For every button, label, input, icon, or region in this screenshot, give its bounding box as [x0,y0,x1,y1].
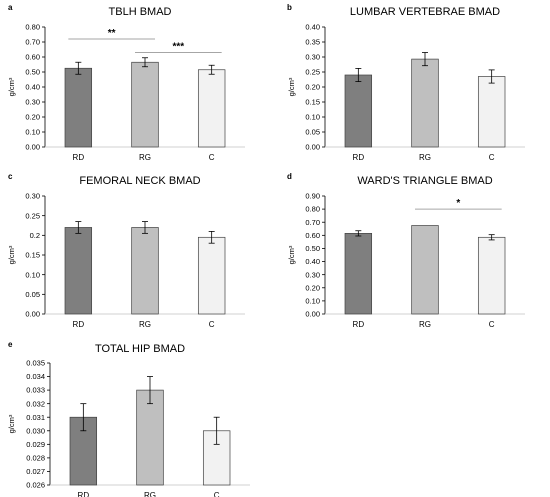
bar-RD [64,67,93,148]
category-label: RG [419,153,431,162]
y-axis-label: g/cm³ [7,77,16,96]
y-tick-label: 0.033 [26,386,45,395]
category-label: C [489,153,495,162]
y-tick-label: 0.032 [26,399,45,408]
category-label: C [489,320,495,329]
y-tick-label: 0.15 [305,98,320,107]
bar-RG [131,227,159,315]
category-label: RG [144,491,156,497]
panel-letter: d [287,172,292,181]
y-tick-label: 0.35 [305,38,320,47]
y-tick-label: 0.10 [305,296,320,305]
chart-title: TBLH BMAD [109,6,172,18]
y-tick-label: 0.035 [26,359,45,368]
bar-RG [131,61,159,148]
category-label: RG [139,320,151,329]
y-axis-label: g/cm³ [7,245,16,264]
bar-C [197,69,226,148]
category-label: RD [78,491,90,497]
category-label: RD [73,320,85,329]
y-tick-label: 0.00 [305,143,320,152]
bar-RD [344,74,373,148]
y-tick-label: 0.60 [25,53,40,62]
panel-letter: e [8,340,13,349]
category-label: RG [419,320,431,329]
y-tick-label: 0.40 [305,23,320,32]
bar-RG [136,389,164,486]
y-tick-label: 0.034 [26,372,45,381]
bar-C [477,76,506,148]
y-tick-label: 0.25 [305,68,320,77]
y-axis-label: g/cm³ [287,245,296,264]
y-tick-label: 0.2 [30,231,40,240]
chart-title: LUMBAR VERTEBRAE BMAD [350,6,500,18]
y-tick-label: 0.029 [26,440,45,449]
y-tick-label: 0.10 [25,128,40,137]
bar-RD [344,233,373,315]
y-tick-label: 0.05 [305,128,320,137]
category-label: C [209,320,215,329]
y-tick-label: 0.80 [305,205,320,214]
panel-letter: a [8,3,13,12]
y-tick-label: 0.027 [26,467,45,476]
y-tick-label: 0.30 [305,53,320,62]
bar-C [197,236,226,315]
category-label: RD [353,320,365,329]
significance-label: * [456,198,460,209]
category-label: RG [139,153,151,162]
y-tick-label: 0.028 [26,453,45,462]
y-tick-label: 0.031 [26,413,45,422]
y-tick-label: 0.90 [305,192,320,201]
significance-label: ** [108,28,116,39]
y-tick-label: 0.10 [305,113,320,122]
y-tick-label: 0.70 [305,218,320,227]
category-label: RD [353,153,365,162]
y-axis-label: g/cm³ [287,77,296,96]
panel-letter: b [287,3,292,12]
y-tick-label: 0.30 [25,98,40,107]
category-label: RD [73,153,85,162]
y-tick-label: 0.80 [25,23,40,32]
panel-b: b LUMBAR VERTEBRAE BMAD 0.00 0.05 0.10 0.15 0.… [287,3,525,162]
significance-label: *** [172,42,184,53]
bar-C [477,236,506,315]
chart-title: FEMORAL NECK BMAD [79,175,200,187]
y-tick-label: 0.60 [305,231,320,240]
y-tick-label: 0.05 [25,290,40,299]
y-tick-label: 0.00 [25,310,40,319]
category-label: C [214,491,220,497]
y-tick-label: 0.70 [25,38,40,47]
y-tick-label: 0.026 [26,481,45,490]
panel-e: e TOTAL HIP BMAD 0.026 0.027 0.028 0.029 0.030… [7,340,250,497]
panel-letter: c [8,172,13,181]
y-axis-label: g/cm³ [7,414,16,433]
y-tick-label: 0.00 [305,310,320,319]
bar-RD [64,227,93,315]
y-tick-label: 0.00 [25,143,40,152]
y-tick-label: 0.30 [305,270,320,279]
y-tick-label: 0.20 [305,283,320,292]
y-tick-label: 0.20 [305,83,320,92]
bar-RG [411,225,439,315]
y-tick-label: 0.15 [25,251,40,260]
panel-a: a TBLH BMAD 0.00 0.10 0.20 0.30 0.40 0.50 0.60 0.… [7,3,245,162]
y-tick-label: 0.50 [305,244,320,253]
panel-d: d WARD'S TRIANGLE BMAD 0.00 0.10 0.20 0.30 0.4… [287,172,525,329]
y-tick-label: 0.30 [25,192,40,201]
panel-c: c FEMORAL NECK BMAD 0.00 0.05 0.10 0.15 0.2 0.2… [7,172,245,329]
y-tick-label: 0.40 [305,257,320,266]
category-label: C [209,153,215,162]
y-tick-label: 0.20 [25,113,40,122]
y-tick-label: 0.50 [25,68,40,77]
y-tick-label: 0.030 [26,426,45,435]
y-tick-label: 0.25 [25,211,40,220]
bar-RG [411,58,439,148]
y-tick-label: 0.10 [25,270,40,279]
chart-title: TOTAL HIP BMAD [95,343,185,355]
y-tick-label: 0.40 [25,83,40,92]
chart-title: WARD'S TRIANGLE BMAD [357,175,492,187]
